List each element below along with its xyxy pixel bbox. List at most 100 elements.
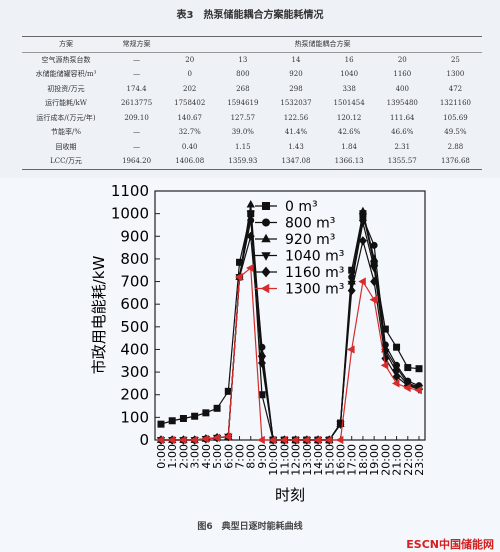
table-header: 方案 常规方案 热泵储能耦合方案 [22, 36, 482, 53]
table-row: 水储能储罐容积/m³ — 0 800 920 1040 1160 1300 [22, 67, 482, 82]
data-point [156, 435, 164, 445]
data-point [191, 412, 199, 420]
legend-label: 1040 m³ [285, 249, 344, 265]
x-tick-label: 20:00 [379, 444, 392, 476]
data-point [324, 435, 333, 445]
x-tick-label: 0:00 [155, 444, 168, 469]
table-cell: 1501454 [333, 99, 365, 108]
y-tick-label: 1100 [111, 182, 149, 200]
x-tick-label: 16:00 [334, 444, 347, 476]
y-tick-label: 900 [120, 227, 149, 245]
data-point [370, 276, 379, 287]
table-cell: 120.12 [336, 113, 362, 122]
data-point [246, 263, 254, 273]
data-point [414, 386, 422, 395]
data-point [415, 365, 423, 373]
y-axis-label: 市政用电能耗/kW [90, 256, 108, 375]
x-tick-label: 7:00 [234, 444, 247, 469]
x-tick-label: 2:00 [177, 444, 190, 469]
data-point [404, 364, 412, 372]
table-row: LCC/万元 1964.20 1406.08 1359.93 1347.08 1366.1… [22, 154, 482, 170]
data-point [157, 420, 165, 428]
table-cell: 2.88 [447, 142, 464, 151]
data-point [190, 435, 198, 445]
data-point [258, 391, 266, 399]
data-point [347, 285, 356, 296]
table-cell: 39.0% [231, 128, 254, 137]
x-tick-label: 6:00 [222, 444, 235, 469]
table-row: 运行成本/(万元/年) 209.10 140.67 127.57 122.56 120.1… [22, 111, 482, 126]
legend-marker [261, 252, 271, 261]
table-cell: 920 [289, 70, 303, 79]
data-point [167, 435, 176, 445]
y-tick-label: 800 [120, 250, 149, 268]
x-tick-label: 12:00 [290, 444, 303, 476]
table-cell: 1406.08 [163, 154, 217, 170]
data-point [213, 404, 221, 412]
header-cell: 常规方案 [110, 36, 164, 53]
table-cell: 209.10 [124, 113, 149, 122]
data-point [202, 409, 210, 417]
table-cell: 42.6% [338, 128, 361, 137]
x-tick-label: 21:00 [391, 444, 404, 476]
y-tick-label: 500 [120, 318, 149, 336]
table-cell: 1594619 [227, 99, 259, 108]
table-cell: 1355.57 [375, 154, 429, 170]
table-cell: 1366.13 [322, 154, 376, 170]
table-cell: 回收期 [55, 142, 77, 151]
x-tick-label: 8:00 [245, 444, 258, 469]
table-cell: 202 [183, 84, 197, 93]
table-cell: 111.64 [390, 113, 415, 122]
table-cell: 16 [344, 55, 354, 64]
table-cell: 298 [289, 84, 303, 93]
chart: 市政用电能耗/kW 时刻 0 100 200 300 400 500 600 700 800 90… [90, 182, 426, 504]
table-cell: 122.56 [283, 113, 309, 122]
table-cell: 2613775 [120, 99, 153, 108]
x-tick-label: 19:00 [368, 444, 381, 476]
data-point [212, 433, 220, 442]
table-cell: 13 [238, 55, 248, 64]
data-point [246, 231, 255, 241]
table-cell: 1321160 [439, 99, 472, 108]
legend-marker [262, 202, 270, 210]
data-point [268, 435, 277, 445]
table: 方案 常规方案 热泵储能耦合方案 空气源热泵台数 — 20 13 14 16 20 25 水储能… [22, 36, 482, 170]
data-point [313, 435, 321, 445]
table-cell: 1532037 [280, 99, 312, 108]
legend-label: 1300 m³ [285, 282, 344, 298]
data-point [358, 206, 368, 215]
table-title: 表3 热泵储能耦合方案能耗情况 [176, 10, 324, 21]
legend-marker [262, 218, 270, 227]
y-tick-label: 200 [120, 386, 149, 404]
watermark: ESCN中国储能网 [406, 538, 494, 551]
x-tick-label: 18:00 [357, 444, 370, 476]
data-point [380, 361, 389, 370]
data-point [246, 210, 255, 219]
table-cell: 105.69 [443, 113, 468, 122]
table-cell: 初投资/万元 [47, 84, 85, 93]
table-cell: 20 [185, 55, 195, 64]
data-point [393, 343, 401, 351]
table-cell: 1.43 [288, 142, 304, 151]
x-tick-label: 3:00 [189, 444, 202, 469]
legend-marker [261, 233, 271, 243]
y-tick-label: 600 [120, 295, 149, 313]
x-tick-label: 1:00 [166, 444, 179, 469]
x-tick-label: 15:00 [323, 444, 336, 476]
legend-label: 0 m³ [285, 199, 318, 215]
table-cell: 空气源热泵台数 [41, 55, 91, 64]
table-cell: 1758402 [174, 99, 206, 108]
table-cell: 32.7% [178, 128, 201, 137]
legend-marker [260, 283, 270, 294]
table-cell: 1359.93 [216, 154, 270, 170]
table-cell: 174.4 [126, 84, 147, 93]
y-tick-label: 400 [120, 340, 149, 358]
data-point [279, 435, 288, 445]
x-axis-label: 时刻 [275, 486, 305, 504]
y-tick-label: 700 [120, 273, 149, 291]
y-tick-label: 300 [120, 363, 149, 381]
table-cell: — [133, 128, 141, 137]
table-cell: 0.40 [181, 142, 198, 151]
table-cell: 2.31 [394, 142, 411, 151]
table-cell: — [133, 55, 141, 64]
